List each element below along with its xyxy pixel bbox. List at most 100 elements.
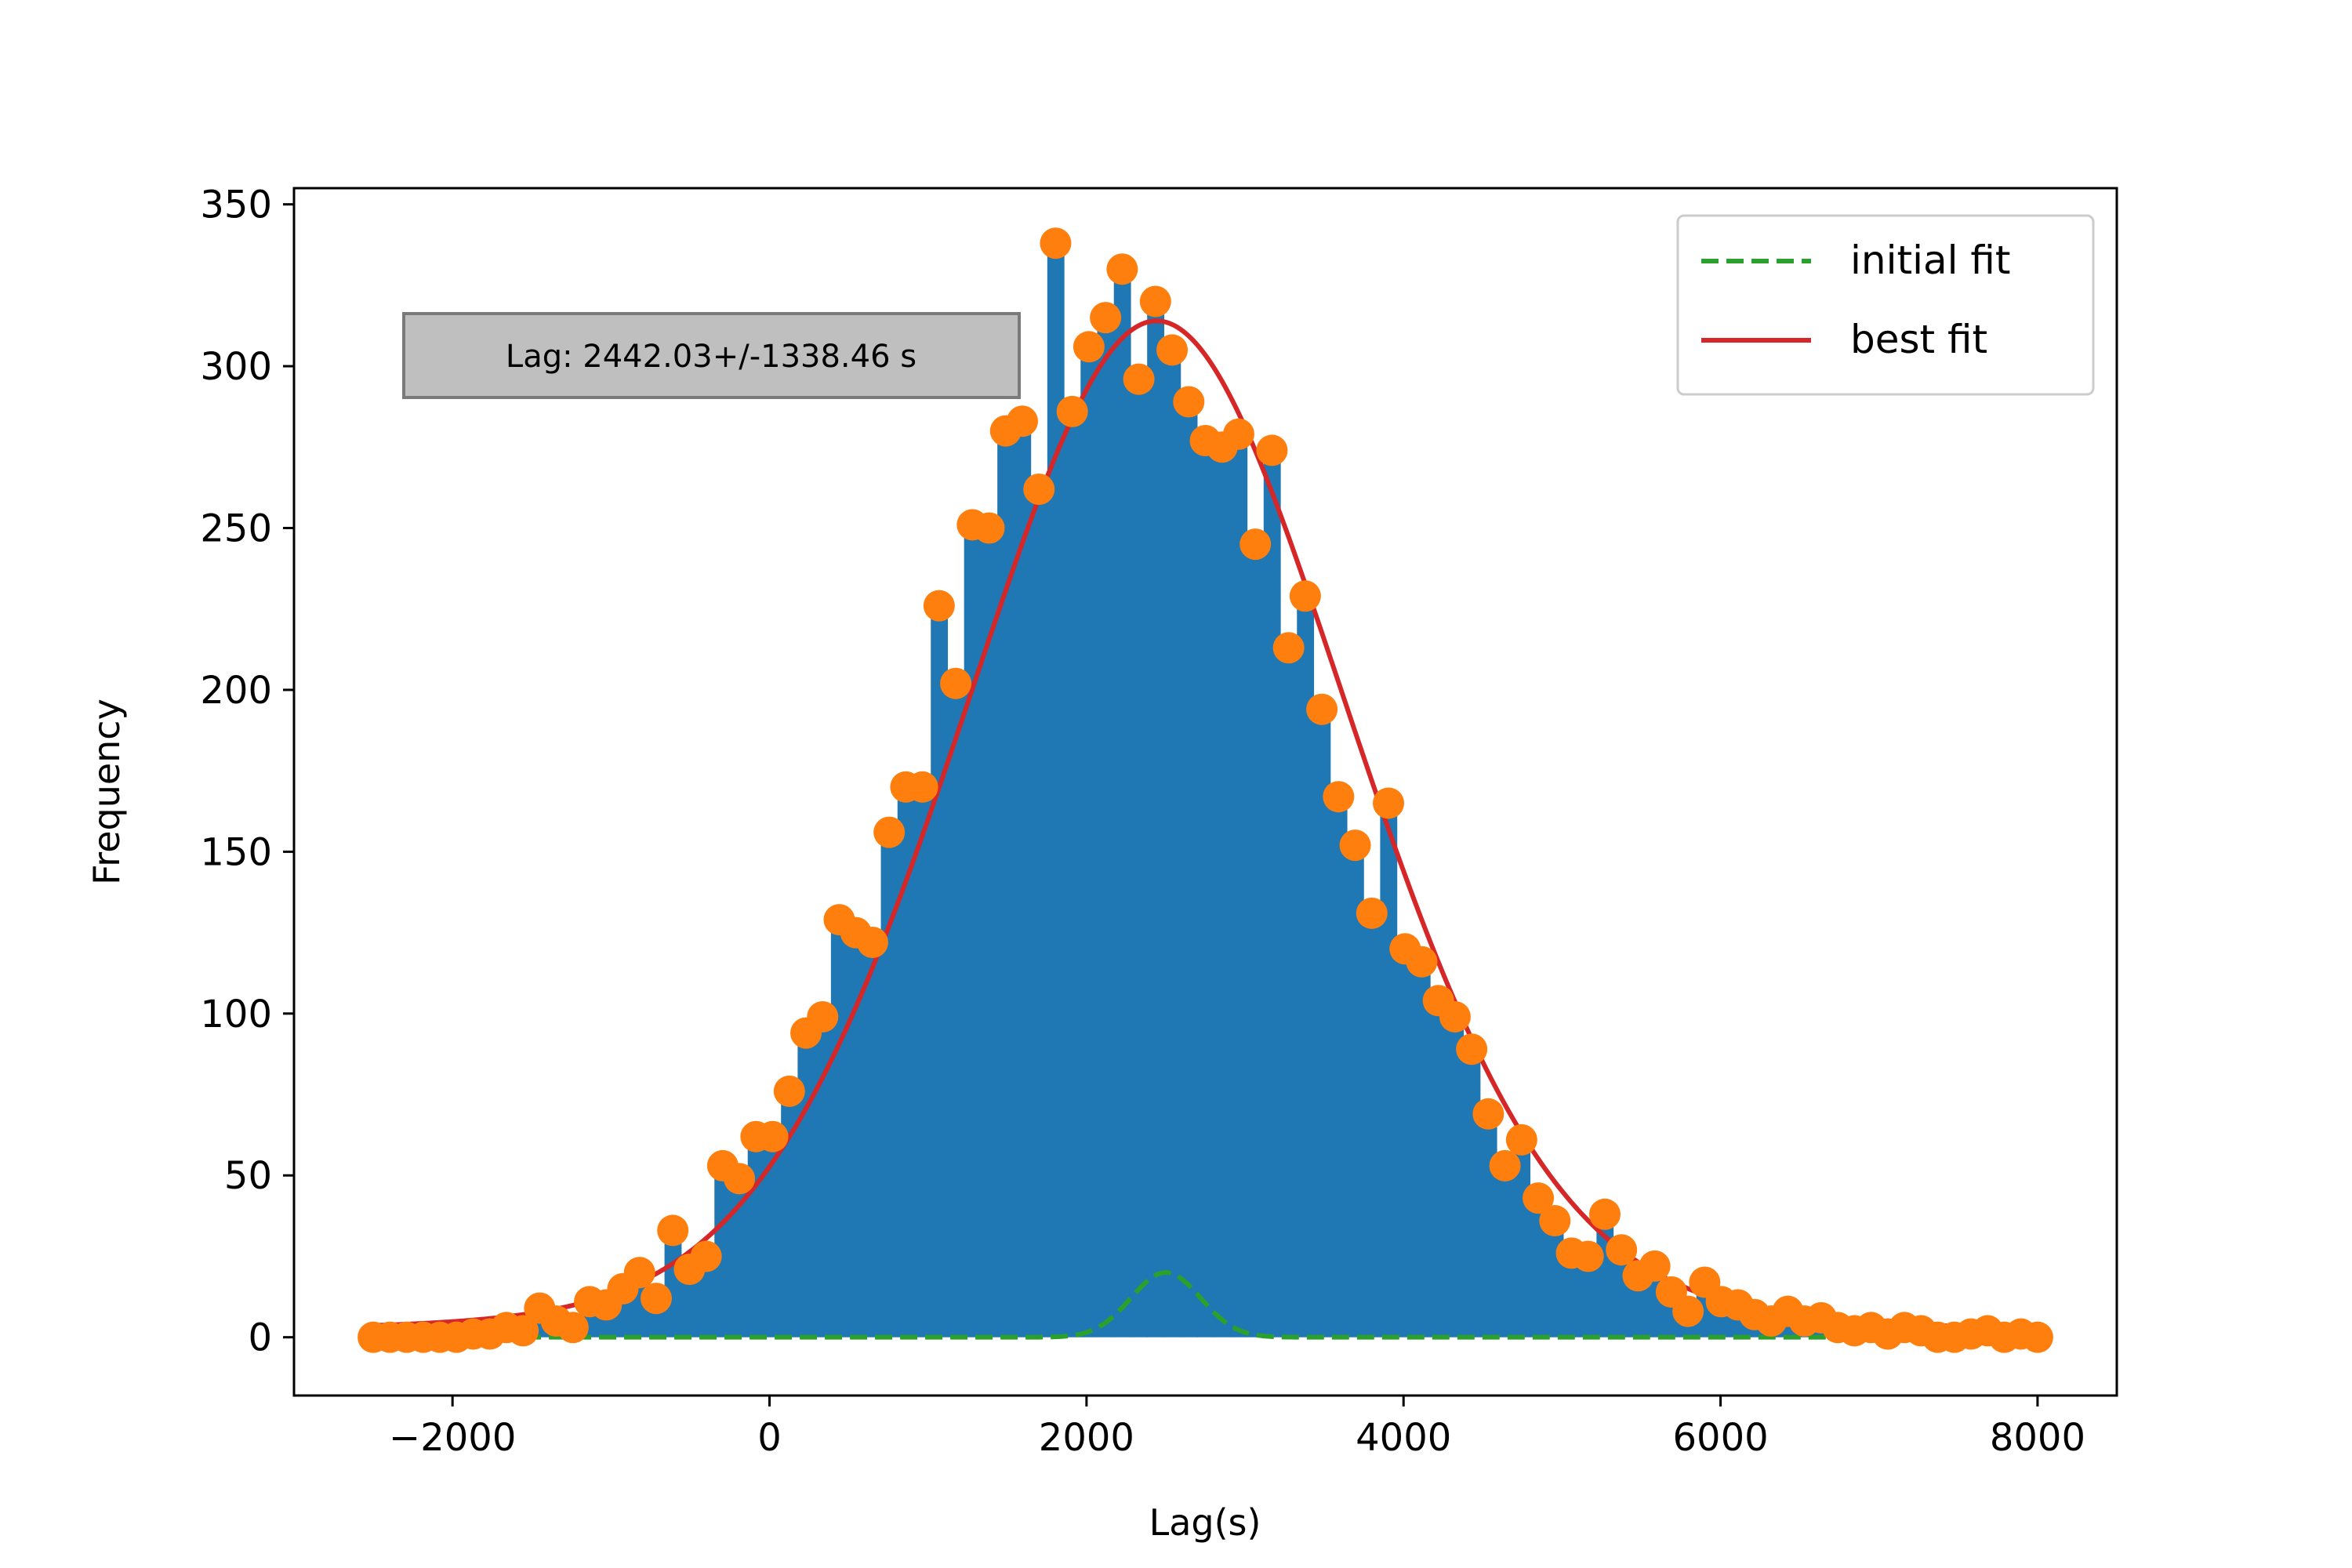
histogram-bar	[1113, 269, 1131, 1338]
data-point	[1272, 632, 1305, 664]
histogram-bar	[1030, 488, 1048, 1338]
data-point	[1056, 395, 1088, 427]
histogram-bar	[1363, 913, 1381, 1338]
histogram-bar	[1463, 1049, 1481, 1338]
data-point	[923, 590, 955, 622]
histogram-bar	[1080, 347, 1098, 1338]
histogram-bar	[1546, 1221, 1564, 1338]
histogram-bar	[1147, 301, 1165, 1338]
data-point	[1240, 528, 1272, 561]
data-point	[557, 1312, 589, 1344]
data-point	[1606, 1234, 1638, 1266]
histogram-bar	[1297, 596, 1315, 1338]
data-point	[1672, 1295, 1704, 1327]
x-tick-label: 6000	[1672, 1416, 1768, 1460]
histogram-bar	[1263, 450, 1281, 1338]
histogram-bar	[781, 1091, 799, 1338]
data-point	[1489, 1149, 1521, 1181]
data-point	[757, 1120, 789, 1152]
data-point	[773, 1075, 805, 1107]
data-point	[1139, 285, 1171, 318]
histogram-bar	[714, 1165, 732, 1338]
data-point	[690, 1240, 722, 1272]
data-point	[1373, 787, 1405, 819]
histogram-bar	[1247, 544, 1265, 1338]
data-point	[1406, 946, 1438, 978]
histogram-bar	[1530, 1198, 1548, 1338]
histogram-bar	[1446, 1016, 1465, 1338]
histogram-bar	[1430, 1000, 1447, 1338]
data-point	[1023, 473, 1055, 505]
annotation-text: Lag: 2442.03+/-1338.46 s	[506, 339, 916, 375]
data-point	[1222, 418, 1254, 450]
histogram-bar	[764, 1136, 782, 1338]
histogram-bar	[864, 942, 882, 1338]
histogram-bar	[880, 832, 898, 1338]
legend-initial-fit-label: initial fit	[1850, 238, 2011, 283]
histogram-bar	[1180, 401, 1198, 1338]
data-point	[1639, 1250, 1671, 1282]
x-tick-label: 8000	[1990, 1416, 2085, 1460]
x-axis-ticks: −2000 0 2000 4000 6000 8000	[389, 1396, 2085, 1460]
x-tick-label: 2000	[1039, 1416, 1134, 1460]
histogram-bar	[1629, 1276, 1647, 1338]
data-point	[2021, 1321, 2053, 1353]
histogram-bar	[1580, 1256, 1597, 1338]
data-point	[1173, 386, 1205, 418]
y-tick-label: 150	[200, 830, 272, 874]
data-point	[1572, 1240, 1604, 1272]
y-tick-label: 0	[248, 1316, 272, 1360]
histogram-bar	[1413, 961, 1431, 1338]
legend-best-fit-label: best fit	[1850, 317, 1987, 362]
y-tick-label: 200	[200, 669, 272, 713]
histogram-bar	[1196, 441, 1214, 1338]
histogram-bar	[1097, 318, 1115, 1338]
histogram-bar	[814, 1016, 832, 1338]
legend: initial fit best fit	[1676, 214, 2095, 396]
data-point	[1306, 693, 1338, 725]
histogram-bar	[947, 683, 965, 1338]
histogram-bar	[1280, 648, 1298, 1338]
initial-fit-line	[373, 1270, 2038, 1340]
histogram-bar	[980, 528, 998, 1338]
data-point	[1505, 1123, 1537, 1156]
data-point	[973, 512, 1005, 544]
histogram-bar	[848, 932, 865, 1338]
annotation-box-frame	[402, 312, 1021, 399]
data-point	[1523, 1182, 1555, 1214]
y-tick-label: 100	[200, 993, 272, 1036]
histogram-bar	[681, 1269, 699, 1338]
histogram-bar	[1214, 447, 1231, 1338]
histogram-bar	[1346, 845, 1364, 1338]
data-point	[940, 667, 972, 699]
x-tick-label: −2000	[389, 1416, 516, 1460]
data-point	[807, 1000, 839, 1033]
histogram-bar	[830, 920, 848, 1338]
histogram-bar	[1563, 1253, 1581, 1338]
histogram-bar	[931, 605, 949, 1338]
y-axis-ticks: 0 50 100 150 200 250 300 350	[200, 183, 294, 1360]
histogram-bar	[1396, 949, 1414, 1338]
data-point	[1073, 331, 1105, 363]
data-point	[1256, 434, 1288, 466]
data-point	[724, 1163, 756, 1195]
histogram-bar	[1380, 803, 1398, 1338]
data-point	[1006, 405, 1038, 437]
x-tick-label: 4000	[1356, 1416, 1451, 1460]
histogram-bar	[997, 430, 1014, 1338]
data-point	[873, 816, 906, 848]
histogram-bar	[1313, 709, 1331, 1338]
histogram-bar	[1047, 243, 1065, 1338]
data-point	[1339, 829, 1371, 862]
data-point	[1106, 253, 1138, 285]
histogram-bar	[747, 1136, 765, 1338]
data-point	[1456, 1033, 1488, 1065]
data-point	[1539, 1205, 1571, 1237]
annotation-box: Lag: 2442.03+/-1338.46 s	[402, 312, 1021, 399]
data-point	[1040, 227, 1072, 260]
histogram-bar	[1130, 379, 1148, 1338]
data-point	[1090, 302, 1122, 334]
histogram-bar	[1496, 1165, 1514, 1338]
data-point	[1156, 334, 1189, 366]
